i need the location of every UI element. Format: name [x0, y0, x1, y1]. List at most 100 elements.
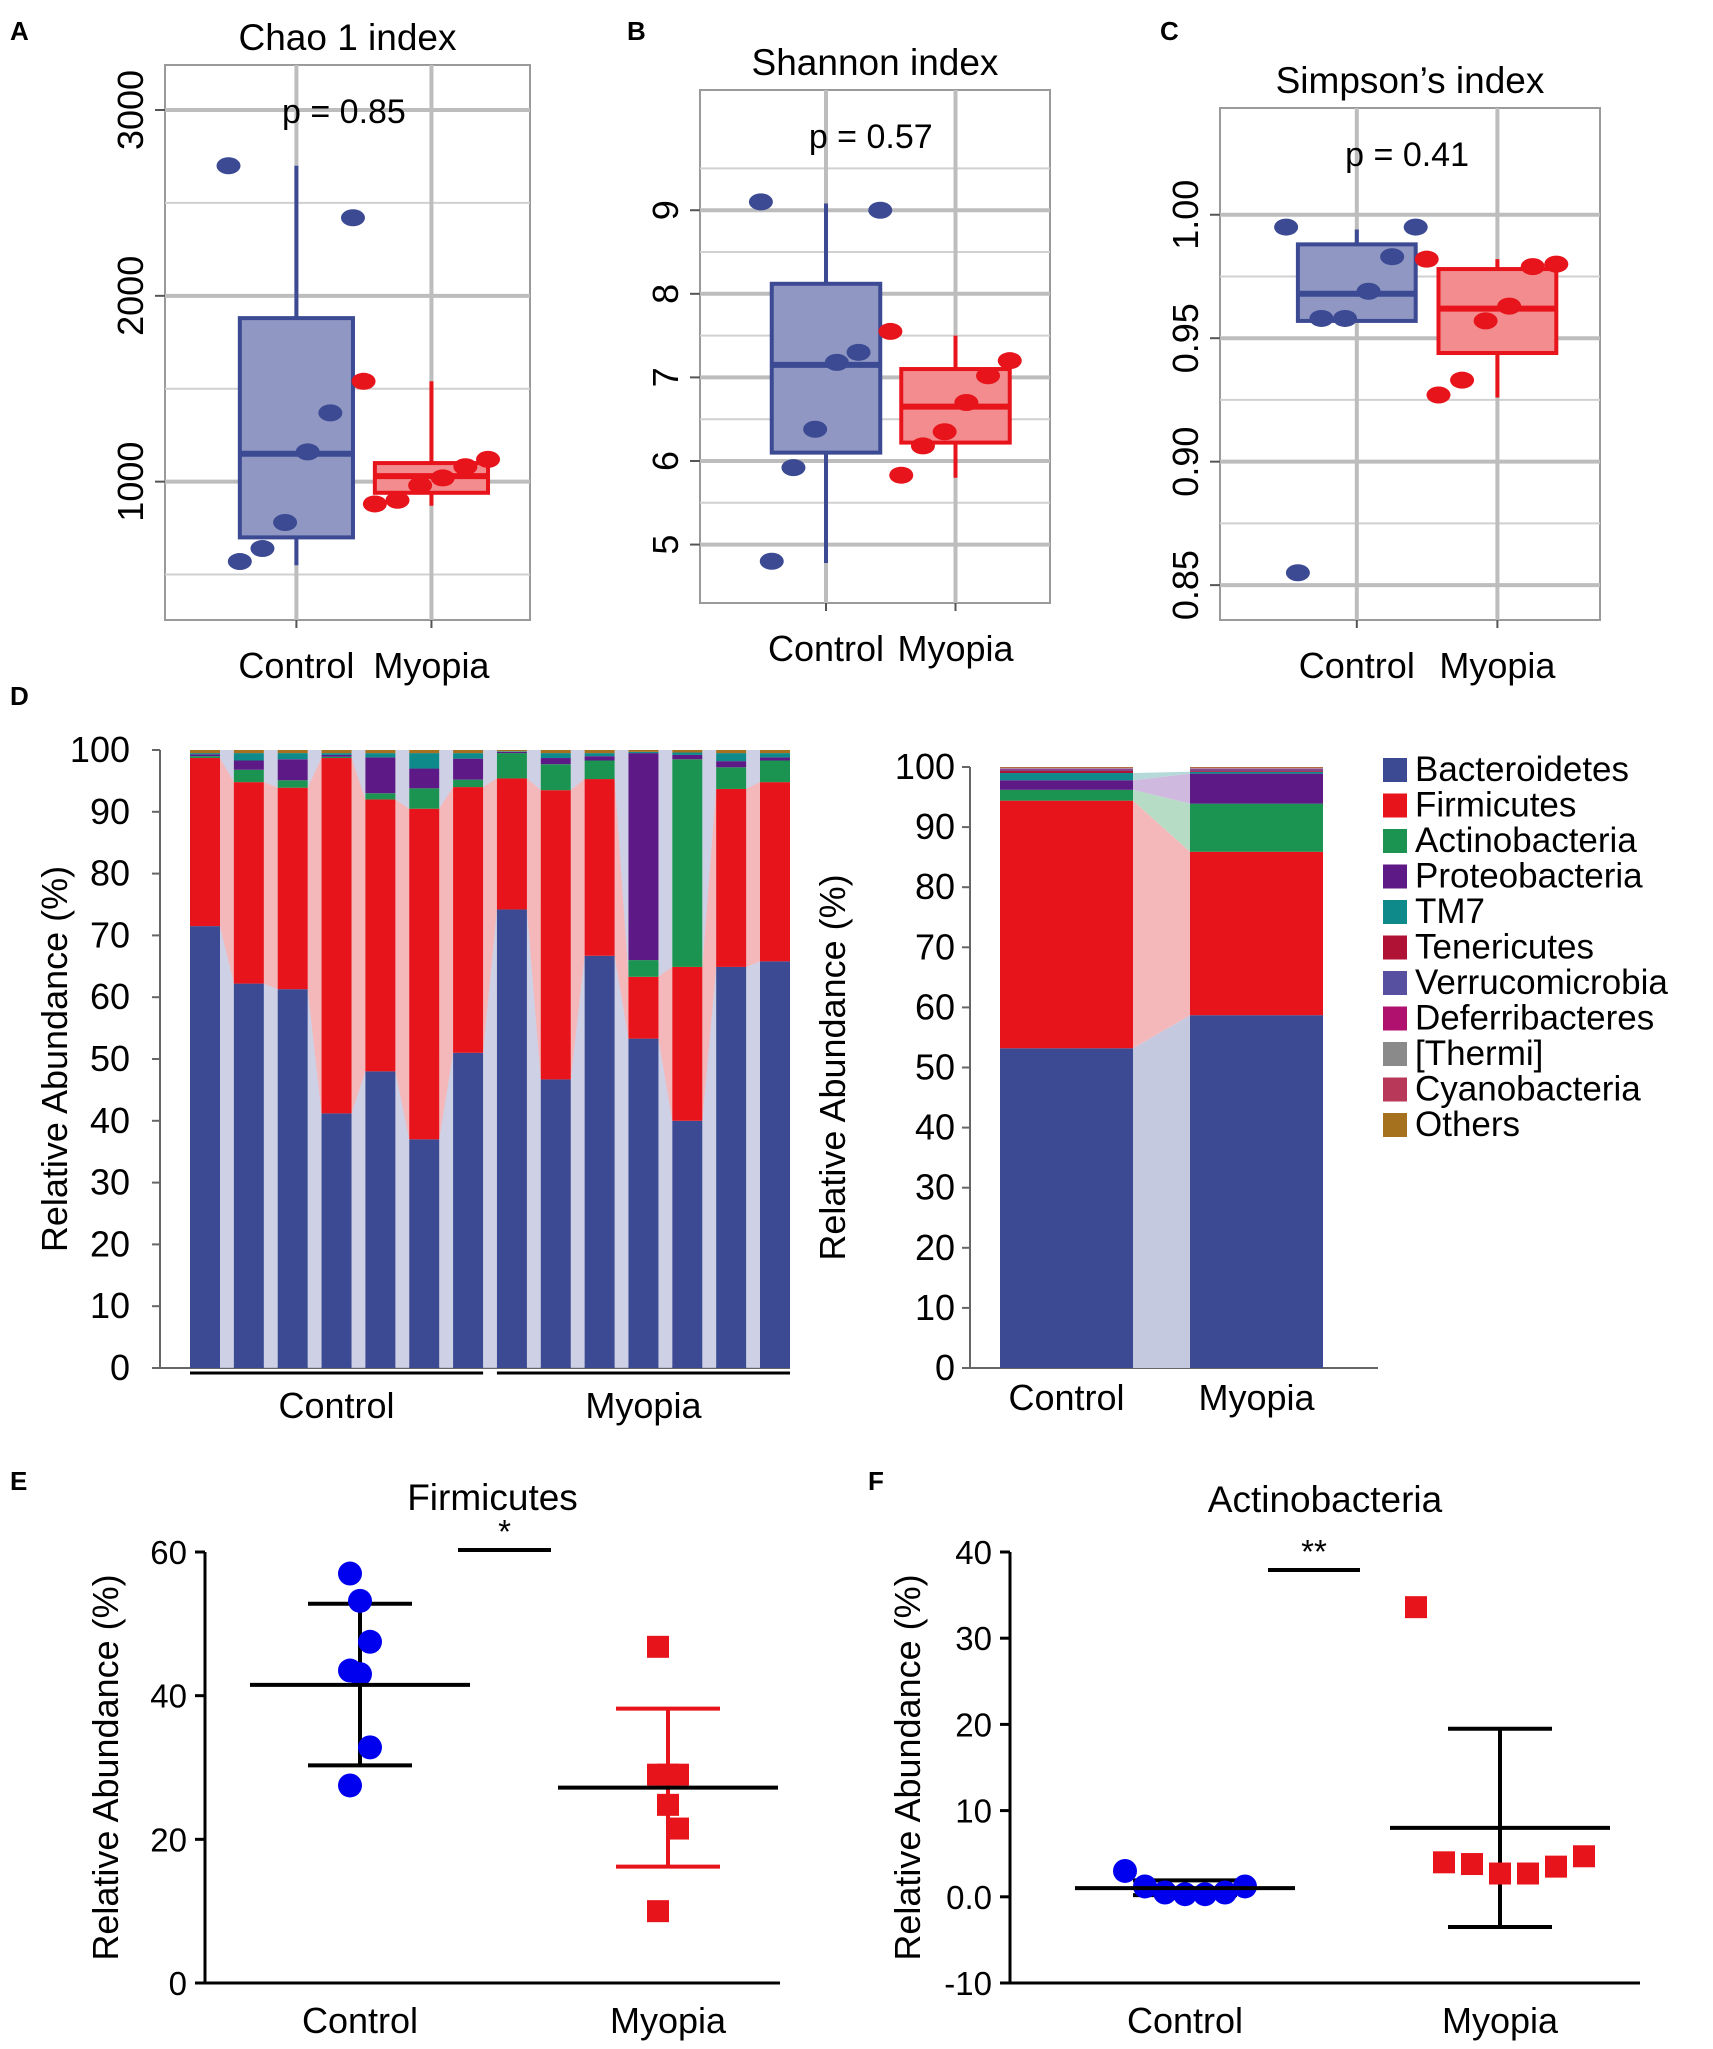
- segment-proteobacteria: [540, 758, 571, 765]
- segment-bacteroidetes: [409, 1139, 440, 1368]
- flow-band-firmicutes: [614, 779, 629, 1039]
- data-point: [1450, 371, 1475, 389]
- segment-others: [716, 750, 747, 754]
- segment-tm7: [716, 753, 747, 762]
- y-tick-label: 9: [645, 200, 686, 220]
- significance-stars: **: [1301, 1533, 1327, 1570]
- legend: BacteroidetesFirmicutesActinobacteriaPro…: [1383, 750, 1668, 1144]
- flow-band-firmicutes: [307, 758, 322, 1114]
- group-control: [1274, 218, 1428, 582]
- segment-tm7: [1000, 773, 1133, 781]
- segment-firmicutes: [277, 787, 308, 990]
- y-tick-label: 0.85: [1165, 550, 1206, 620]
- y-tick-label: 70: [915, 926, 955, 967]
- flow-band-firmicutes: [702, 788, 717, 1121]
- x-category-label: Myopia: [1442, 2000, 1559, 2041]
- y-tick-label: 10: [915, 1287, 955, 1328]
- segment-deferribacteres: [1190, 768, 1323, 770]
- legend-swatch-proteobacteria: [1383, 864, 1407, 889]
- flow-band-firmicutes: [570, 779, 585, 1080]
- flow-band-tm7: [1133, 771, 1190, 781]
- segment-tm7: [365, 753, 396, 758]
- segment-tm7: [233, 753, 264, 761]
- data-point: [878, 322, 903, 340]
- segment-tm7: [584, 753, 615, 757]
- data-point: [1489, 1862, 1511, 1885]
- segment-others: [277, 750, 308, 754]
- segment-bacteroidetes: [716, 966, 747, 1368]
- data-point: [647, 1900, 669, 1923]
- y-tick-label: 80: [915, 866, 955, 907]
- segment-verrucomicrobia: [1000, 769, 1133, 771]
- sample-bar-10: [584, 750, 615, 1368]
- legend-swatch-thermi: [1383, 1042, 1407, 1066]
- segment-bacteroidetes: [453, 1052, 484, 1368]
- legend-swatch-deferribacteres: [1383, 1006, 1407, 1031]
- data-point: [408, 476, 433, 494]
- data-point: [358, 1735, 382, 1760]
- data-point: [1333, 309, 1358, 327]
- x-category-label: Control: [768, 628, 884, 669]
- panel-label-e: E: [10, 1466, 27, 1496]
- segment-firmicutes: [409, 808, 440, 1140]
- segment-thermi: [1190, 768, 1323, 769]
- flow-band-firmicutes: [483, 778, 497, 1053]
- y-tick-label: 90: [915, 806, 955, 847]
- legend-swatch-tenericutes: [1383, 935, 1407, 960]
- segment-bacteroidetes: [277, 989, 308, 1368]
- data-point: [348, 1662, 372, 1687]
- legend-label: Verrucomicrobia: [1415, 963, 1668, 1002]
- y-tick-label: 2000: [110, 256, 151, 336]
- y-tick-label: 10: [90, 1285, 130, 1326]
- segment-firmicutes: [1190, 851, 1323, 1016]
- group-myopia: [1390, 1596, 1610, 1929]
- segment-thermi: [1000, 768, 1133, 769]
- flow-band-firmicutes: [658, 966, 673, 1121]
- sample-bar-12: [672, 750, 703, 1368]
- box: [237, 316, 355, 540]
- plot-frame: [1219, 107, 1601, 621]
- segment-tm7: [628, 751, 659, 754]
- y-tick-label: 3000: [110, 70, 151, 150]
- segment-others: [321, 750, 352, 754]
- panel-e-firmicutes-scatter: 0 20 40 60 Relative Abundance (%) Firmicutes*…: [85, 1477, 780, 2041]
- data-point: [1497, 297, 1522, 315]
- data-point: [889, 466, 914, 484]
- segment-actinobacteria: [233, 769, 264, 783]
- segment-actinobacteria: [584, 760, 615, 780]
- legend-label: Firmicutes: [1415, 786, 1576, 825]
- segment-tm7: [496, 751, 527, 752]
- y-tick-label: 100: [895, 746, 955, 787]
- legend-swatch-actinobacteria: [1383, 829, 1407, 853]
- data-point: [1433, 1851, 1455, 1874]
- y-tick-label: 40: [90, 1100, 130, 1141]
- data-point: [1285, 564, 1310, 582]
- group-control: [748, 193, 893, 570]
- y-tick-label: 0: [169, 1965, 187, 2002]
- segment-cyanobacteria: [1000, 767, 1133, 769]
- data-point: [1545, 1855, 1567, 1878]
- segment-proteobacteria: [1000, 780, 1133, 790]
- flow-band-firmicutes: [220, 758, 234, 984]
- data-point: [227, 553, 252, 571]
- sample-bar-2: [233, 750, 264, 1368]
- legend-swatch-others: [1383, 1113, 1407, 1137]
- segment-actinobacteria: [628, 960, 659, 977]
- data-point: [318, 404, 343, 422]
- segment-firmicutes: [1000, 800, 1133, 1049]
- segment-proteobacteria: [760, 757, 790, 761]
- group-control: [250, 1561, 470, 1798]
- segment-others: [1000, 767, 1133, 768]
- x-category-label: Control: [1127, 2000, 1243, 2041]
- data-point: [338, 1773, 362, 1798]
- data-point: [759, 552, 784, 570]
- legend-swatch-tm7: [1383, 900, 1407, 924]
- segment-proteobacteria: [716, 761, 747, 768]
- y-axis-title: Relative Abundance (%): [812, 874, 853, 1260]
- segment-bacteroidetes: [233, 983, 264, 1368]
- segment-others: [672, 750, 703, 753]
- data-point: [748, 193, 773, 211]
- y-tick-label: 30: [90, 1162, 130, 1203]
- chart-title: Chao 1 index: [238, 17, 457, 58]
- flow-band-firmicutes: [351, 758, 366, 1114]
